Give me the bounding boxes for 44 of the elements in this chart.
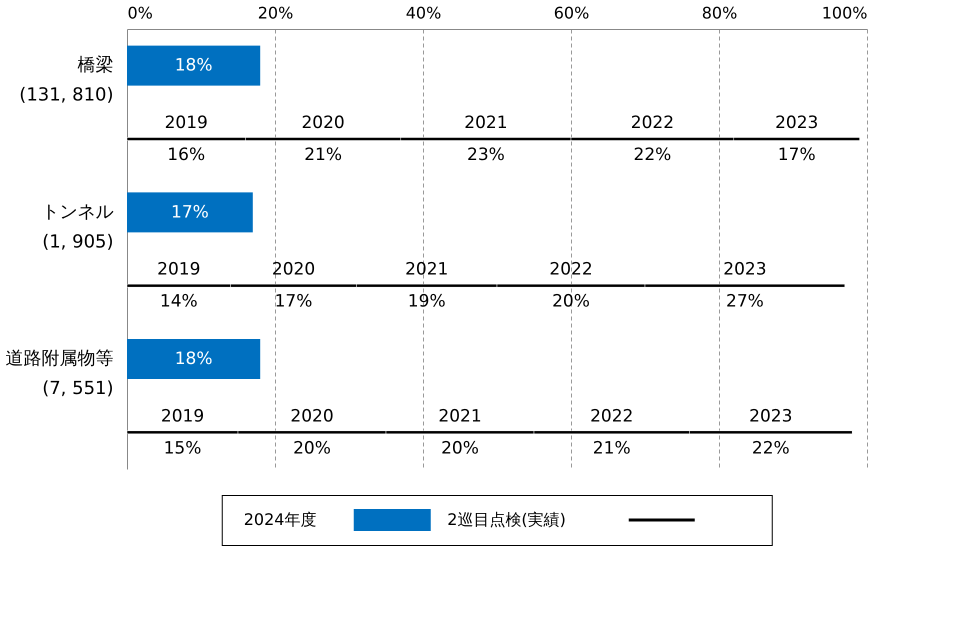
data-label: 20% — [441, 438, 479, 458]
data-label: 17% — [274, 292, 312, 312]
text: 2022 — [549, 260, 593, 280]
text: 2019 — [160, 406, 204, 426]
text: 2020 — [272, 260, 316, 280]
y-tick-label: トンネル (1, 905) — [42, 201, 114, 252]
data-label: 22% — [752, 438, 790, 458]
data-label: 21% — [592, 438, 631, 458]
data-label: 23% — [467, 145, 505, 165]
y-tick-label: 橋梁 (131, 810) — [19, 54, 114, 106]
series-label: 2021 — [464, 113, 508, 133]
text: 2巡目点検(実績) — [447, 510, 566, 529]
data-label: 18% — [174, 56, 212, 76]
x-tick-label: 0% — [128, 4, 153, 22]
legend-label: 2024年度 — [244, 510, 316, 529]
text: 2019 — [157, 260, 200, 280]
data-label: 22% — [634, 145, 672, 165]
data-label: 14% — [160, 292, 198, 312]
data-label: 15% — [164, 438, 202, 458]
series-label: 2019 — [164, 113, 208, 133]
series-label: 2020 — [301, 113, 345, 133]
data-label: 17% — [778, 145, 816, 165]
series-label: 2023 — [775, 113, 818, 133]
x-tick-label: 60% — [554, 4, 590, 22]
data-label: 16% — [167, 145, 206, 165]
data-label: 21% — [304, 145, 342, 165]
data-label: 20% — [293, 438, 331, 458]
data-label: 17% — [171, 202, 209, 222]
y-tick-label: 道路附属物等 (7, 551) — [6, 348, 114, 399]
x-tick-label: 40% — [406, 4, 442, 22]
text: 2021 — [438, 406, 482, 426]
series-label: 2022 — [630, 113, 674, 133]
x-tick-label: 20% — [258, 4, 294, 22]
text: 2021 — [405, 260, 448, 280]
text: 2020 — [290, 406, 334, 426]
x-tick-label: 100% — [822, 4, 868, 22]
text: 2022 — [590, 406, 634, 426]
data-label: 18% — [174, 349, 212, 369]
data-label: 19% — [408, 292, 446, 312]
x-tick-label: 80% — [702, 4, 738, 22]
data-label: 20% — [552, 292, 590, 312]
text: 2023 — [723, 260, 767, 280]
data-label: 27% — [726, 292, 764, 312]
text: 2023 — [749, 406, 792, 426]
